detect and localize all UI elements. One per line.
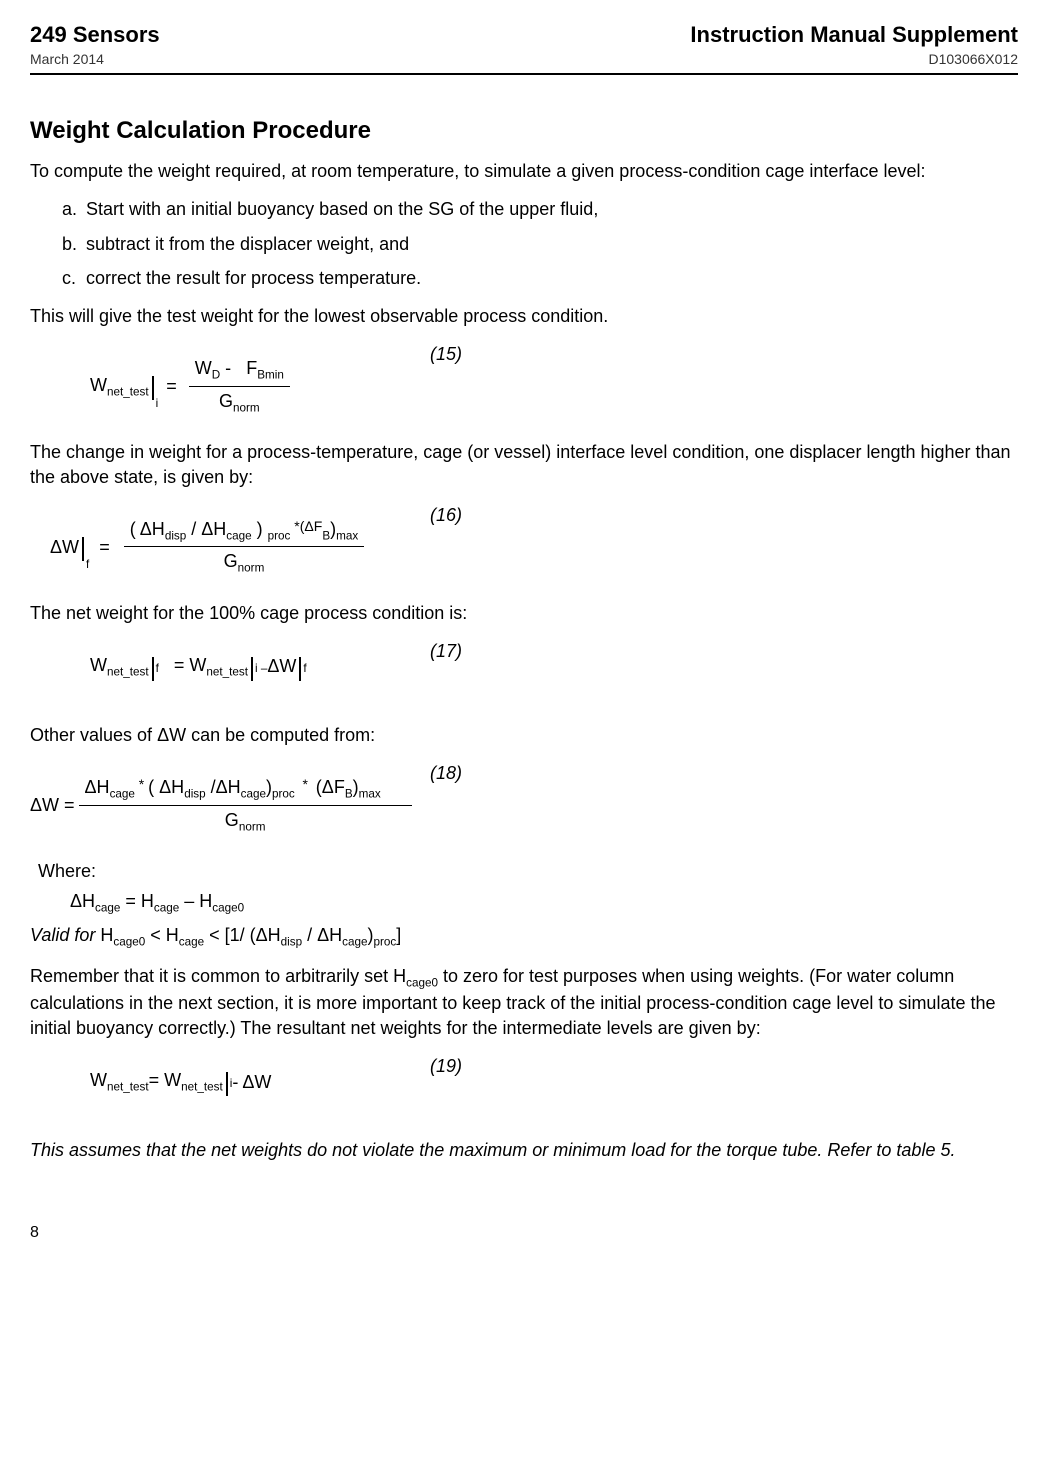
header-right: Instruction Manual Supplement D103066X01… [690, 20, 1018, 69]
eq15-number: (15) [430, 342, 462, 366]
eq16-bar [82, 537, 84, 561]
equation-19: (19) Wnet_test = Wnet_test i - ΔW [30, 1054, 1018, 1114]
equation-17: (17) Wnet_test f = Wnet_test i – ΔW f [30, 639, 1018, 699]
eq17-sub-f2: f [303, 661, 306, 681]
where-label: Where: [38, 859, 1018, 883]
paragraph-4: The net weight for the 100% cage process… [30, 601, 1018, 625]
eq16-equals: = [99, 535, 110, 559]
eq16-sub-f: f [86, 557, 89, 577]
page-header: 249 Sensors March 2014 Instruction Manua… [30, 20, 1018, 75]
eq15-bar [152, 376, 154, 400]
eq19-tail: - ΔW [232, 1070, 271, 1094]
equation-16: (16) ΔW f = ( ΔHdisp / ΔHcage ) proc *(Δ… [30, 503, 1018, 577]
intro-paragraph: To compute the weight required, at room … [30, 159, 1018, 183]
eq19-number: (19) [430, 1054, 462, 1078]
eq15-lhs: Wnet_test [90, 373, 149, 400]
where-definition: ΔHcage = Hcage – Hcage0 [70, 889, 1018, 916]
steps-list: a.Start with an initial buoyancy based o… [30, 197, 1018, 290]
eq17-dw: ΔW [267, 654, 296, 678]
eq17-bar1 [152, 657, 154, 681]
eq15-equals: = [166, 374, 177, 398]
eq17-number: (17) [430, 639, 462, 663]
paragraph-2: This will give the test weight for the l… [30, 304, 1018, 328]
doc-title-right: Instruction Manual Supplement [690, 20, 1018, 50]
doc-date: March 2014 [30, 50, 160, 69]
step-b-text: subtract it from the displacer weight, a… [86, 234, 409, 254]
eq18-number: (18) [430, 761, 462, 785]
doc-title-left: 249 Sensors [30, 20, 160, 50]
equation-15: (15) Wnet_test i = WD - FBmin Gnorm [30, 342, 1018, 416]
step-a-marker: a. [62, 197, 86, 221]
where-block: Where: ΔHcage = Hcage – Hcage0 [30, 859, 1018, 917]
eq16-lhs: ΔW [50, 535, 79, 559]
eq18-lhs: ΔW = [30, 793, 75, 817]
step-c: c.correct the result for process tempera… [62, 266, 1018, 290]
valid-for: Valid for Hcage0 < Hcage < [1/ (ΔHdisp /… [30, 923, 1018, 950]
eq15-sub-i: i [156, 396, 159, 416]
eq16-fraction: ( ΔHdisp / ΔHcage ) proc *(ΔFB)max Gnorm [124, 517, 364, 577]
paragraph-3: The change in weight for a process-tempe… [30, 440, 1018, 489]
footer-note: This assumes that the net weights do not… [30, 1138, 1018, 1162]
step-a: a.Start with an initial buoyancy based o… [62, 197, 1018, 221]
doc-code: D103066X012 [690, 50, 1018, 69]
eq16-number: (16) [430, 503, 462, 527]
page-number: 8 [30, 1222, 1018, 1244]
section-title: Weight Calculation Procedure [30, 115, 1018, 147]
eq17-bar2 [251, 657, 253, 681]
eq19-lhs: Wnet_test [90, 1068, 149, 1095]
eq17-rhs1: = Wnet_test [159, 653, 248, 680]
eq19-bar [226, 1072, 228, 1096]
eq18-fraction: ΔHcage * ( ΔHdisp /ΔHcage)proc * (ΔFB)ma… [79, 775, 412, 835]
header-left: 249 Sensors March 2014 [30, 20, 160, 69]
paragraph-5: Other values of ΔW can be computed from: [30, 723, 1018, 747]
paragraph-6: Remember that it is common to arbitraril… [30, 964, 1018, 1040]
step-c-text: correct the result for process temperatu… [86, 268, 421, 288]
eq17-sub-i: i – [255, 661, 267, 681]
equation-18: (18) ΔW = ΔHcage * ( ΔHdisp /ΔHcage)proc… [30, 761, 1018, 835]
eq19-rhs: = Wnet_test [149, 1068, 223, 1095]
eq15-fraction: WD - FBmin Gnorm [189, 356, 290, 416]
step-b: b.subtract it from the displacer weight,… [62, 232, 1018, 256]
step-a-text: Start with an initial buoyancy based on … [86, 199, 598, 219]
eq17-bar3 [299, 657, 301, 681]
step-b-marker: b. [62, 232, 86, 256]
step-c-marker: c. [62, 266, 86, 290]
eq17-lhs: Wnet_test [90, 653, 149, 680]
